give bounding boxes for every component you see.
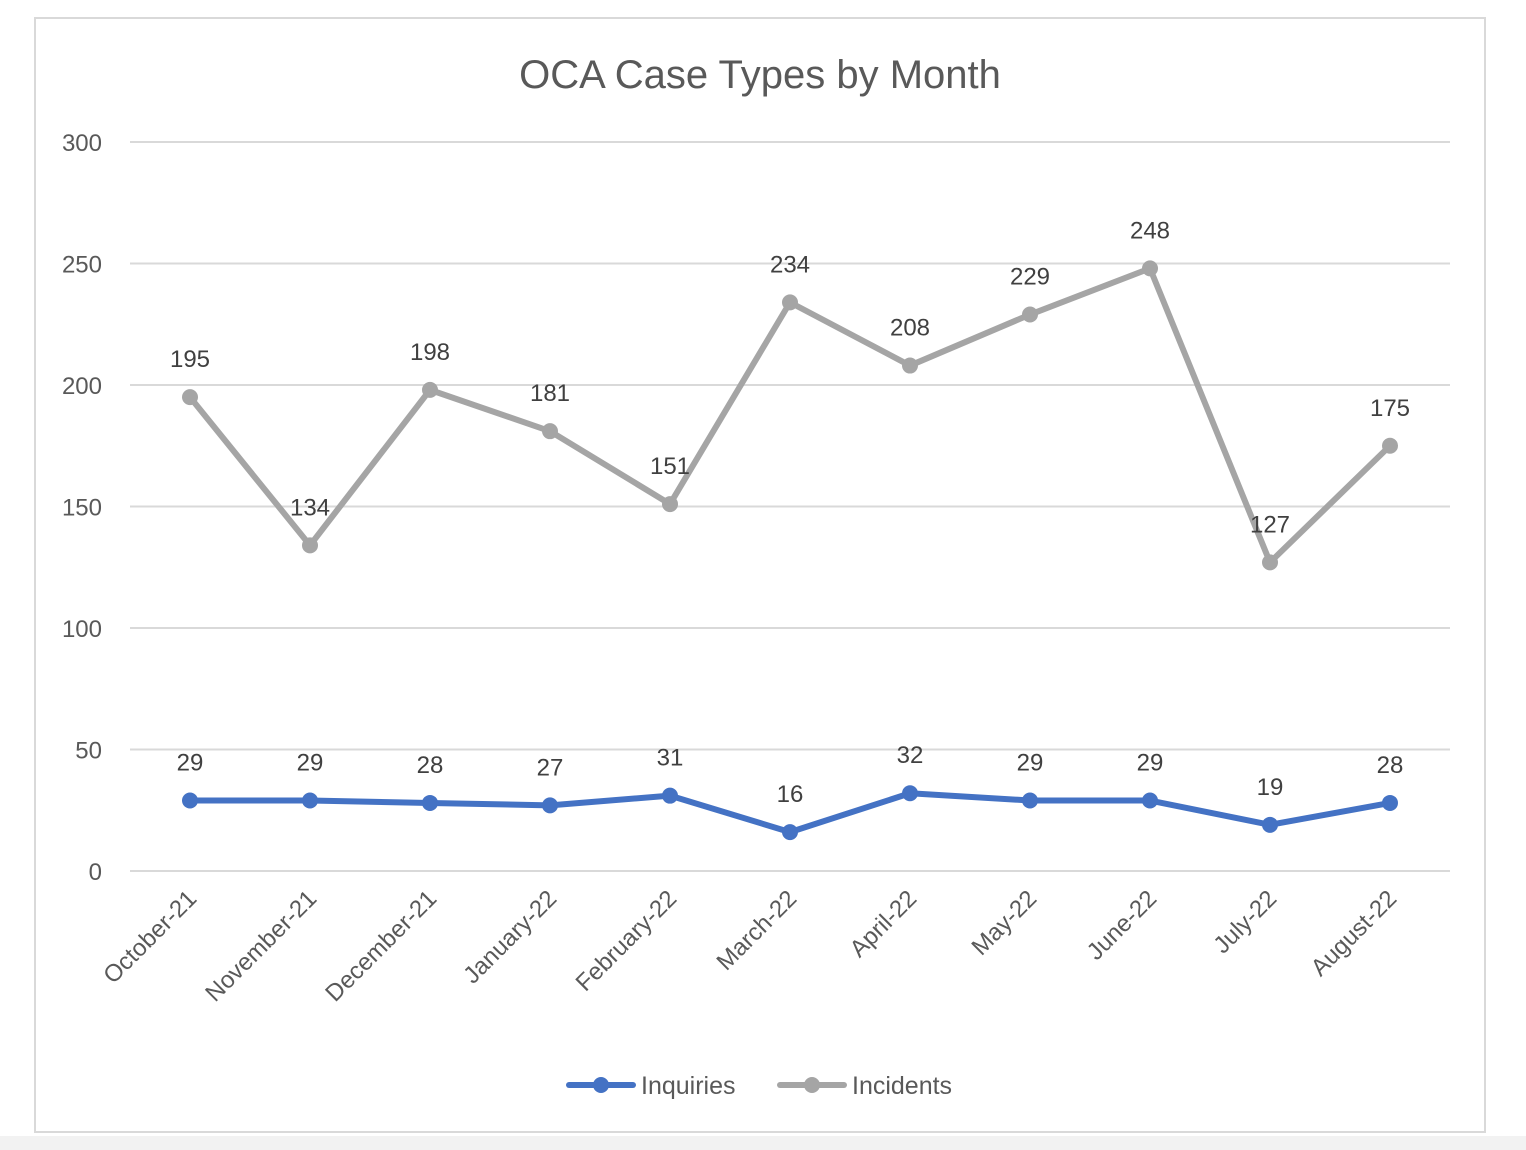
data-label: 127: [1250, 511, 1290, 538]
data-point[interactable]: [1022, 306, 1038, 323]
legend: Inquiries Incidents: [566, 1072, 952, 1100]
data-label: 208: [890, 315, 930, 342]
data-point[interactable]: [1022, 792, 1038, 809]
data-label: 19: [1257, 774, 1284, 801]
data-point[interactable]: [1382, 437, 1398, 454]
y-tick-label: 250: [62, 252, 102, 279]
data-label: 29: [1017, 750, 1044, 777]
data-point[interactable]: [1142, 260, 1158, 277]
data-point[interactable]: [182, 792, 198, 809]
legend-label: Inquiries: [641, 1072, 736, 1100]
data-point[interactable]: [662, 496, 678, 513]
legend-label: Incidents: [852, 1072, 952, 1100]
x-tick-label: April-22: [845, 885, 923, 963]
data-point[interactable]: [902, 357, 918, 374]
x-tick-label: December-21: [320, 885, 442, 1007]
y-tick-label: 100: [62, 616, 102, 643]
y-tick-label: 0: [89, 859, 102, 886]
data-label: 229: [1010, 264, 1050, 291]
data-point[interactable]: [182, 389, 198, 406]
data-label: 29: [1137, 750, 1164, 777]
series-layer: 29 29 28 27 31 16 32 29 29 19 28 195 134 198 181 151 234…: [170, 217, 1410, 841]
data-label: 198: [410, 339, 450, 366]
data-label: 31: [657, 745, 684, 772]
data-label: 28: [417, 752, 444, 779]
data-label: 195: [170, 346, 210, 373]
y-tick-label: 200: [62, 373, 102, 400]
bottom-strip: [0, 1136, 1526, 1150]
data-point[interactable]: [542, 423, 558, 440]
data-point[interactable]: [422, 381, 438, 398]
data-point[interactable]: [902, 785, 918, 802]
data-label: 16: [777, 781, 804, 808]
x-tick-label: January-22: [458, 885, 562, 989]
data-point[interactable]: [1262, 816, 1278, 833]
data-point[interactable]: [542, 797, 558, 814]
data-point[interactable]: [782, 824, 798, 841]
x-tick-label: August-22: [1306, 885, 1402, 981]
data-label: 29: [177, 750, 204, 777]
x-tick-label: June-22: [1082, 885, 1162, 965]
data-point[interactable]: [422, 794, 438, 811]
data-point[interactable]: [782, 294, 798, 311]
legend-item-inquiries[interactable]: Inquiries: [566, 1072, 736, 1100]
data-label: 27: [537, 754, 564, 781]
data-label: 32: [897, 742, 924, 769]
x-tick-label: March-22: [711, 885, 802, 976]
data-point[interactable]: [302, 792, 318, 809]
y-tick-label: 150: [62, 495, 102, 522]
legend-swatch-marker: [804, 1077, 820, 1093]
data-label: 28: [1377, 752, 1404, 779]
y-tick-label: 300: [62, 130, 102, 157]
data-label: 175: [1370, 395, 1410, 422]
y-axis-ticks: 0 50 100 150 200 250 300: [62, 130, 102, 886]
series-incidents: 195 134 198 181 151 234 208 229 248 127 175: [170, 217, 1410, 571]
series-line-incidents: [187, 265, 1393, 566]
y-tick-label: 50: [75, 738, 102, 765]
x-tick-label: October-21: [98, 885, 202, 989]
data-label: 134: [290, 494, 330, 521]
data-label: 29: [297, 750, 324, 777]
data-label: 151: [650, 453, 690, 480]
x-tick-label: July-22: [1208, 885, 1282, 959]
chart-title: OCA Case Types by Month: [519, 53, 1001, 97]
data-point[interactable]: [1382, 794, 1398, 811]
legend-swatch-marker: [593, 1077, 609, 1093]
data-point[interactable]: [1142, 792, 1158, 809]
gridlines: [130, 141, 1450, 872]
data-point[interactable]: [1262, 554, 1278, 571]
data-label: 234: [770, 251, 810, 278]
x-tick-label: November-21: [200, 885, 322, 1007]
x-tick-label: February-22: [571, 885, 683, 997]
legend-item-incidents[interactable]: Incidents: [777, 1072, 952, 1100]
data-point[interactable]: [302, 537, 318, 554]
chart-frame: [34, 17, 1486, 1133]
x-tick-label: May-22: [967, 885, 1043, 961]
data-label: 248: [1130, 217, 1170, 244]
data-point[interactable]: [662, 787, 678, 804]
data-label: 181: [530, 380, 570, 407]
series-inquiries: 29 29 28 27 31 16 32 29 29 19 28: [177, 742, 1404, 841]
